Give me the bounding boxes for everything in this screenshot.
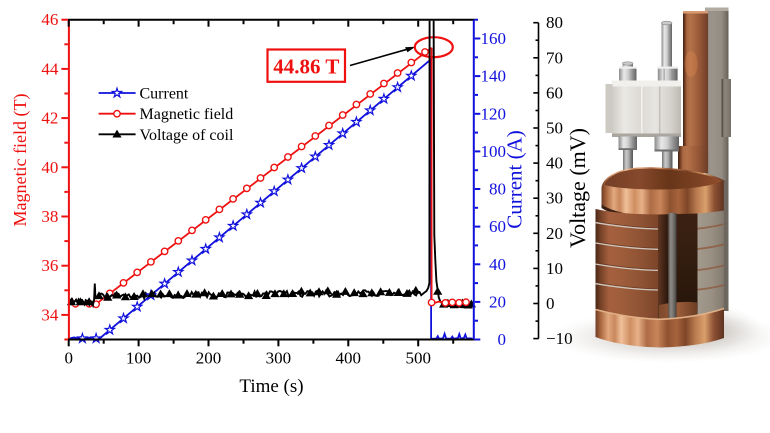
svg-text:34: 34 [41,305,59,324]
svg-text:42: 42 [41,109,58,128]
svg-text:30: 30 [546,189,563,208]
svg-text:500: 500 [405,349,431,368]
svg-text:Voltage of coil: Voltage of coil [140,127,234,144]
svg-text:−10: −10 [546,329,573,348]
svg-text:46: 46 [41,10,58,29]
svg-text:20: 20 [489,292,506,311]
svg-text:0: 0 [64,349,73,368]
svg-text:80: 80 [489,180,506,199]
svg-text:Voltage (mV): Voltage (mV) [565,128,590,248]
svg-text:40: 40 [41,158,58,177]
svg-text:0: 0 [498,330,507,349]
svg-text:200: 200 [196,349,222,368]
svg-text:120: 120 [481,104,507,123]
svg-text:Current: Current [140,86,189,103]
svg-text:40: 40 [489,255,506,274]
svg-text:100: 100 [126,349,152,368]
svg-text:60: 60 [489,217,506,236]
svg-text:Time (s): Time (s) [239,376,303,397]
svg-text:Magnetic field: Magnetic field [140,106,234,123]
svg-text:Magnetic field (T): Magnetic field (T) [10,94,31,227]
svg-text:0: 0 [546,294,555,313]
svg-text:80: 80 [546,13,563,32]
svg-text:400: 400 [336,349,362,368]
svg-text:Current (A): Current (A) [503,130,527,229]
svg-text:44.86 T: 44.86 T [273,55,339,79]
svg-text:10: 10 [546,259,563,278]
svg-text:50: 50 [546,119,563,138]
svg-text:160: 160 [481,29,507,48]
svg-text:100: 100 [481,142,507,161]
svg-text:20: 20 [546,224,563,243]
svg-text:38: 38 [41,207,58,226]
svg-text:60: 60 [546,83,563,102]
svg-text:36: 36 [41,256,58,275]
svg-text:300: 300 [266,349,292,368]
svg-text:44: 44 [41,59,59,78]
svg-text:40: 40 [546,154,563,173]
svg-text:70: 70 [546,48,563,67]
svg-text:140: 140 [481,67,507,86]
